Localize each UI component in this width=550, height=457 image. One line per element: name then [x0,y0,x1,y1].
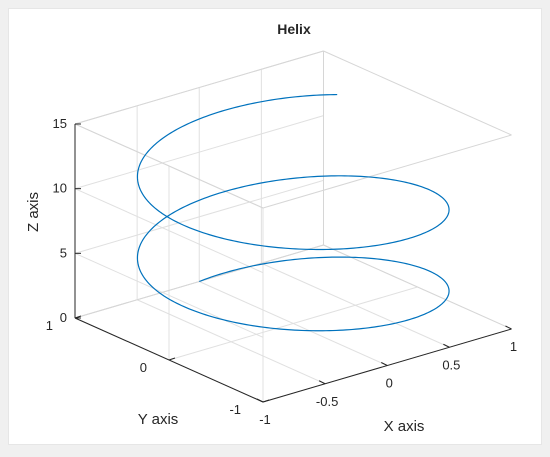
x-tick-label: 1 [510,339,517,354]
x-axis-label: X axis [384,418,425,435]
z-tick-label: 0 [60,310,67,325]
grid-line-y [168,286,418,361]
y-tick-label: 0 [140,360,147,375]
box-edge [74,50,324,125]
box-edge [74,123,264,209]
box-edge [323,244,512,330]
z-tick-label: 15 [53,116,67,131]
x-tick-mark [505,325,512,330]
x-tick-label: 0.5 [442,357,460,372]
y-tick-label: 1 [46,318,53,333]
box-edge [323,50,512,136]
y-tick-label: -1 [229,402,241,417]
x-tick-mark [381,362,388,366]
x-tick-label: -0.5 [316,394,338,409]
z-tick-label: 10 [53,181,67,196]
x-tick-label: -1 [259,412,271,427]
z-axis-label: Z axis [25,192,42,232]
grid-layer [74,50,512,403]
box-edge [262,134,512,209]
helix-series-line [136,93,450,332]
y-tick-mark [168,357,176,361]
chart-title: Helix [277,21,311,37]
axis-layer [74,123,512,403]
y-axis-label: Y axis [138,411,179,428]
x-tick-label: 0 [386,376,393,391]
z-tick-label: 5 [60,245,67,260]
y-tick-mark [262,399,270,403]
x-tick-mark [443,343,450,348]
x-tick-mark [256,398,264,403]
x-tick-mark [318,380,326,385]
figure-frame [8,8,542,445]
